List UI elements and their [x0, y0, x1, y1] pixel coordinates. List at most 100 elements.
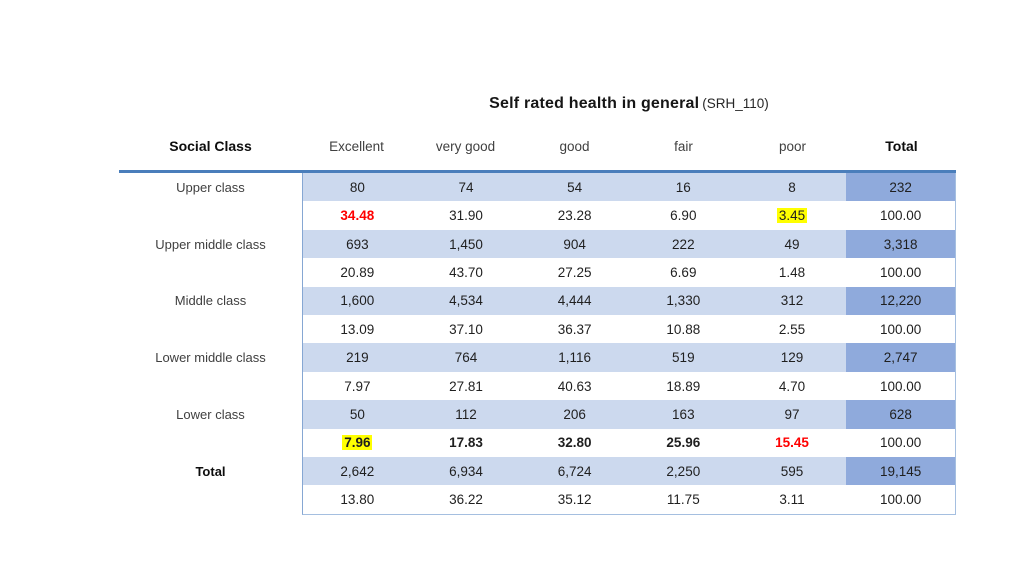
percent-cell: 32.80: [557, 435, 592, 451]
row-label: Lower middle class: [155, 350, 266, 366]
title-main: Self rated health in general: [489, 95, 700, 112]
percent-cell: 25.96: [666, 435, 701, 451]
count-cell: 1,600: [340, 293, 375, 309]
percent-cell: 13.09: [340, 321, 375, 337]
count-cell: 595: [780, 463, 804, 479]
row-label: Middle class: [174, 293, 247, 309]
percent-cell: 37.10: [449, 321, 483, 337]
count-row: 2,642 6,934 6,724 2,250 595 19,145: [303, 457, 955, 486]
label-column: Upper class Upper middle class Middle clas…: [119, 173, 302, 514]
percent-cell: 43.70: [449, 264, 483, 280]
row-label-spacer: [119, 258, 302, 286]
percent-row: 13.09 37.10 36.37 10.88 2.55 100.00: [303, 315, 955, 343]
percent-cell: 11.75: [666, 492, 700, 508]
count-cell: 206: [563, 406, 586, 422]
percent-cell: 17.83: [449, 435, 483, 451]
percent-cell: 1.48: [778, 264, 806, 280]
percent-cell: 15.45: [775, 435, 809, 451]
highlighted-value: 7.96: [342, 435, 373, 451]
count-cell: 8: [788, 179, 796, 195]
table-title: Self rated health in general (SRH_110): [302, 95, 956, 113]
percent-cell: 20.89: [340, 264, 375, 280]
count-cell: 6,724: [557, 463, 592, 479]
row-label-spacer: [119, 201, 302, 229]
row-label: Lower class: [176, 406, 245, 422]
percent-cell: 100.00: [880, 435, 922, 451]
percent-cell: 4.70: [778, 378, 806, 394]
count-cell: 519: [672, 350, 695, 366]
percent-cell: 35.12: [557, 492, 592, 508]
count-cell: 312: [780, 293, 804, 309]
percent-cell: 6.69: [670, 264, 697, 280]
percent-cell: 13.80: [340, 492, 375, 508]
total-count-cell: 2,747: [846, 343, 955, 372]
count-cell: 49: [784, 236, 800, 252]
table-header: Social Class Excellent very good good fa…: [119, 131, 956, 161]
count-cell: 163: [672, 406, 695, 422]
count-cell: 904: [563, 236, 586, 252]
data-area: 80 74 54 16 8 232 34.48 31.90 23.28 6.90 3.45 100.0…: [302, 173, 956, 515]
header-rule: [119, 170, 956, 173]
column-header-total: Total: [885, 138, 918, 154]
count-cell: 16: [675, 179, 691, 195]
count-cell: 764: [454, 350, 478, 366]
percent-row: 7.96 17.83 32.80 25.96 15.45 100.00: [303, 429, 955, 457]
column-header-very-good: very good: [435, 138, 496, 154]
count-cell: 74: [458, 179, 474, 195]
count-cell: 129: [780, 350, 804, 366]
column-header-excellent: Excellent: [329, 138, 384, 154]
column-header-poor: poor: [778, 138, 807, 154]
percent-cell: 7.96: [303, 429, 412, 457]
percent-row: 34.48 31.90 23.28 6.90 3.45 100.00: [303, 201, 955, 229]
row-label: Total: [195, 463, 226, 479]
percent-cell: 2.55: [778, 321, 806, 337]
percent-cell: 36.37: [557, 321, 592, 337]
row-label-spacer: [119, 485, 302, 513]
row-label-spacer: [119, 429, 302, 457]
total-count-cell: 3,318: [846, 229, 955, 259]
percent-cell: 7.97: [344, 378, 371, 394]
percent-row: 7.97 27.81 40.63 18.89 4.70 100.00: [303, 372, 955, 400]
percent-cell: 31.90: [449, 208, 483, 224]
count-cell: 4,534: [449, 293, 483, 309]
percent-cell: 6.90: [670, 208, 697, 224]
count-cell: 6,934: [449, 463, 483, 479]
count-row: 219 764 1,116 519 129 2,747: [303, 343, 955, 372]
percent-cell: 100.00: [880, 208, 922, 224]
count-cell: 97: [784, 406, 800, 422]
percent-cell: 100.00: [880, 378, 922, 394]
count-cell: 219: [346, 350, 369, 366]
total-count-cell: 628: [846, 400, 955, 429]
count-cell: 1,450: [449, 236, 483, 252]
percent-cell: 100.00: [880, 264, 922, 280]
count-row: 693 1,450 904 222 49 3,318: [303, 229, 955, 259]
percent-cell: 36.22: [449, 492, 483, 508]
row-label-spacer: [119, 315, 302, 343]
percent-cell: 40.63: [557, 378, 592, 394]
highlighted-value: 3.45: [776, 208, 808, 224]
row-label-spacer: [119, 372, 302, 400]
count-row: 50 112 206 163 97 628: [303, 400, 955, 429]
count-cell: 1,116: [558, 350, 592, 366]
percent-cell: 3.45: [738, 201, 847, 229]
count-cell: 4,444: [557, 293, 592, 309]
row-label: Upper class: [176, 179, 245, 195]
count-cell: 112: [455, 406, 477, 422]
column-header-good: good: [559, 138, 590, 154]
percent-cell: 18.89: [666, 378, 701, 394]
count-cell: 2,642: [340, 463, 375, 479]
count-cell: 50: [349, 406, 365, 422]
percent-row: 13.80 36.22 35.12 11.75 3.11 100.00: [303, 485, 955, 513]
total-count-cell: 12,220: [846, 286, 955, 316]
count-cell: 2,250: [666, 463, 701, 479]
column-header-social-class: Social Class: [169, 138, 252, 154]
percent-row: 20.89 43.70 27.25 6.69 1.48 100.00: [303, 258, 955, 286]
total-count-cell: 232: [846, 173, 955, 202]
percent-cell: 27.25: [557, 264, 592, 280]
count-cell: 693: [346, 236, 369, 252]
percent-cell: 27.81: [449, 378, 483, 394]
title-suffix: (SRH_110): [702, 96, 769, 111]
percent-cell: 10.88: [666, 321, 701, 337]
count-row: 80 74 54 16 8 232: [303, 173, 955, 202]
